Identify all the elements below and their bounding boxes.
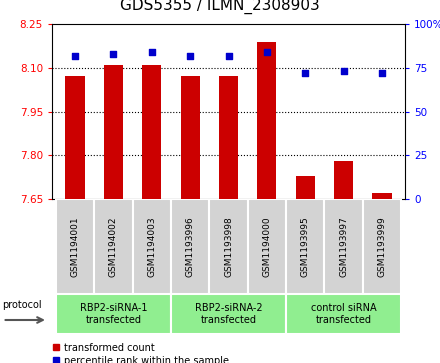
- Point: [225, 53, 232, 58]
- Point: [148, 49, 155, 55]
- Text: GSM1194002: GSM1194002: [109, 216, 118, 277]
- Bar: [324, 199, 363, 294]
- Bar: [219, 77, 238, 199]
- Text: RBP2-siRNA-2
transfected: RBP2-siRNA-2 transfected: [194, 303, 262, 325]
- Bar: [296, 176, 315, 199]
- Legend: transformed count, percentile rank within the sample: transformed count, percentile rank withi…: [48, 339, 232, 363]
- Text: GDS5355 / ILMN_2308903: GDS5355 / ILMN_2308903: [120, 0, 320, 14]
- Bar: [372, 193, 392, 199]
- Bar: [286, 199, 324, 294]
- Bar: [180, 77, 200, 199]
- Text: GSM1193997: GSM1193997: [339, 216, 348, 277]
- Text: GSM1193995: GSM1193995: [301, 216, 310, 277]
- Bar: [171, 199, 209, 294]
- Text: GSM1193999: GSM1193999: [378, 216, 386, 277]
- Point: [72, 53, 79, 58]
- Point: [302, 70, 309, 76]
- Bar: [94, 199, 132, 294]
- Bar: [286, 294, 401, 334]
- Point: [264, 49, 271, 55]
- Bar: [334, 161, 353, 199]
- Point: [378, 70, 385, 76]
- Point: [187, 53, 194, 58]
- Text: GSM1194000: GSM1194000: [262, 216, 271, 277]
- Text: GSM1194001: GSM1194001: [70, 216, 80, 277]
- Point: [340, 68, 347, 74]
- Bar: [56, 199, 94, 294]
- Bar: [142, 65, 161, 199]
- Bar: [171, 294, 286, 334]
- Text: GSM1193998: GSM1193998: [224, 216, 233, 277]
- Bar: [257, 41, 276, 199]
- Bar: [66, 77, 84, 199]
- Text: protocol: protocol: [3, 300, 42, 310]
- Bar: [104, 65, 123, 199]
- Bar: [56, 294, 171, 334]
- Bar: [248, 199, 286, 294]
- Text: GSM1193996: GSM1193996: [186, 216, 194, 277]
- Text: GSM1194003: GSM1194003: [147, 216, 156, 277]
- Bar: [209, 199, 248, 294]
- Text: control siRNA
transfected: control siRNA transfected: [311, 303, 377, 325]
- Text: RBP2-siRNA-1
transfected: RBP2-siRNA-1 transfected: [80, 303, 147, 325]
- Bar: [363, 199, 401, 294]
- Bar: [132, 199, 171, 294]
- Point: [110, 51, 117, 57]
